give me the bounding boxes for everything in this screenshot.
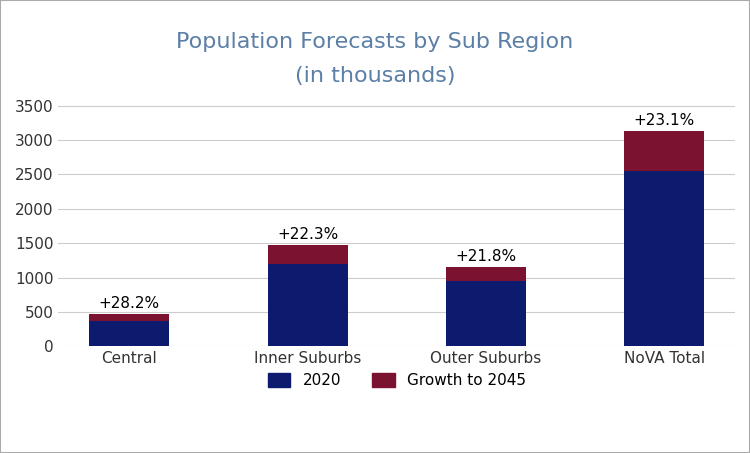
Bar [89,313,170,321]
Text: Population Forecasts by Sub Region: Population Forecasts by Sub Region [176,32,574,52]
Text: (in thousands): (in thousands) [295,66,455,86]
Bar [268,264,348,346]
Bar [624,171,704,346]
Bar [268,246,348,264]
Bar [89,321,170,346]
Bar [446,281,526,346]
Text: +22.3%: +22.3% [277,227,338,242]
Legend: 2020, Growth to 2045: 2020, Growth to 2045 [262,367,532,395]
Text: +21.8%: +21.8% [455,249,517,264]
Bar [446,267,526,281]
Text: +28.2%: +28.2% [99,296,160,311]
Text: +23.1%: +23.1% [634,113,694,128]
Bar [624,131,704,171]
